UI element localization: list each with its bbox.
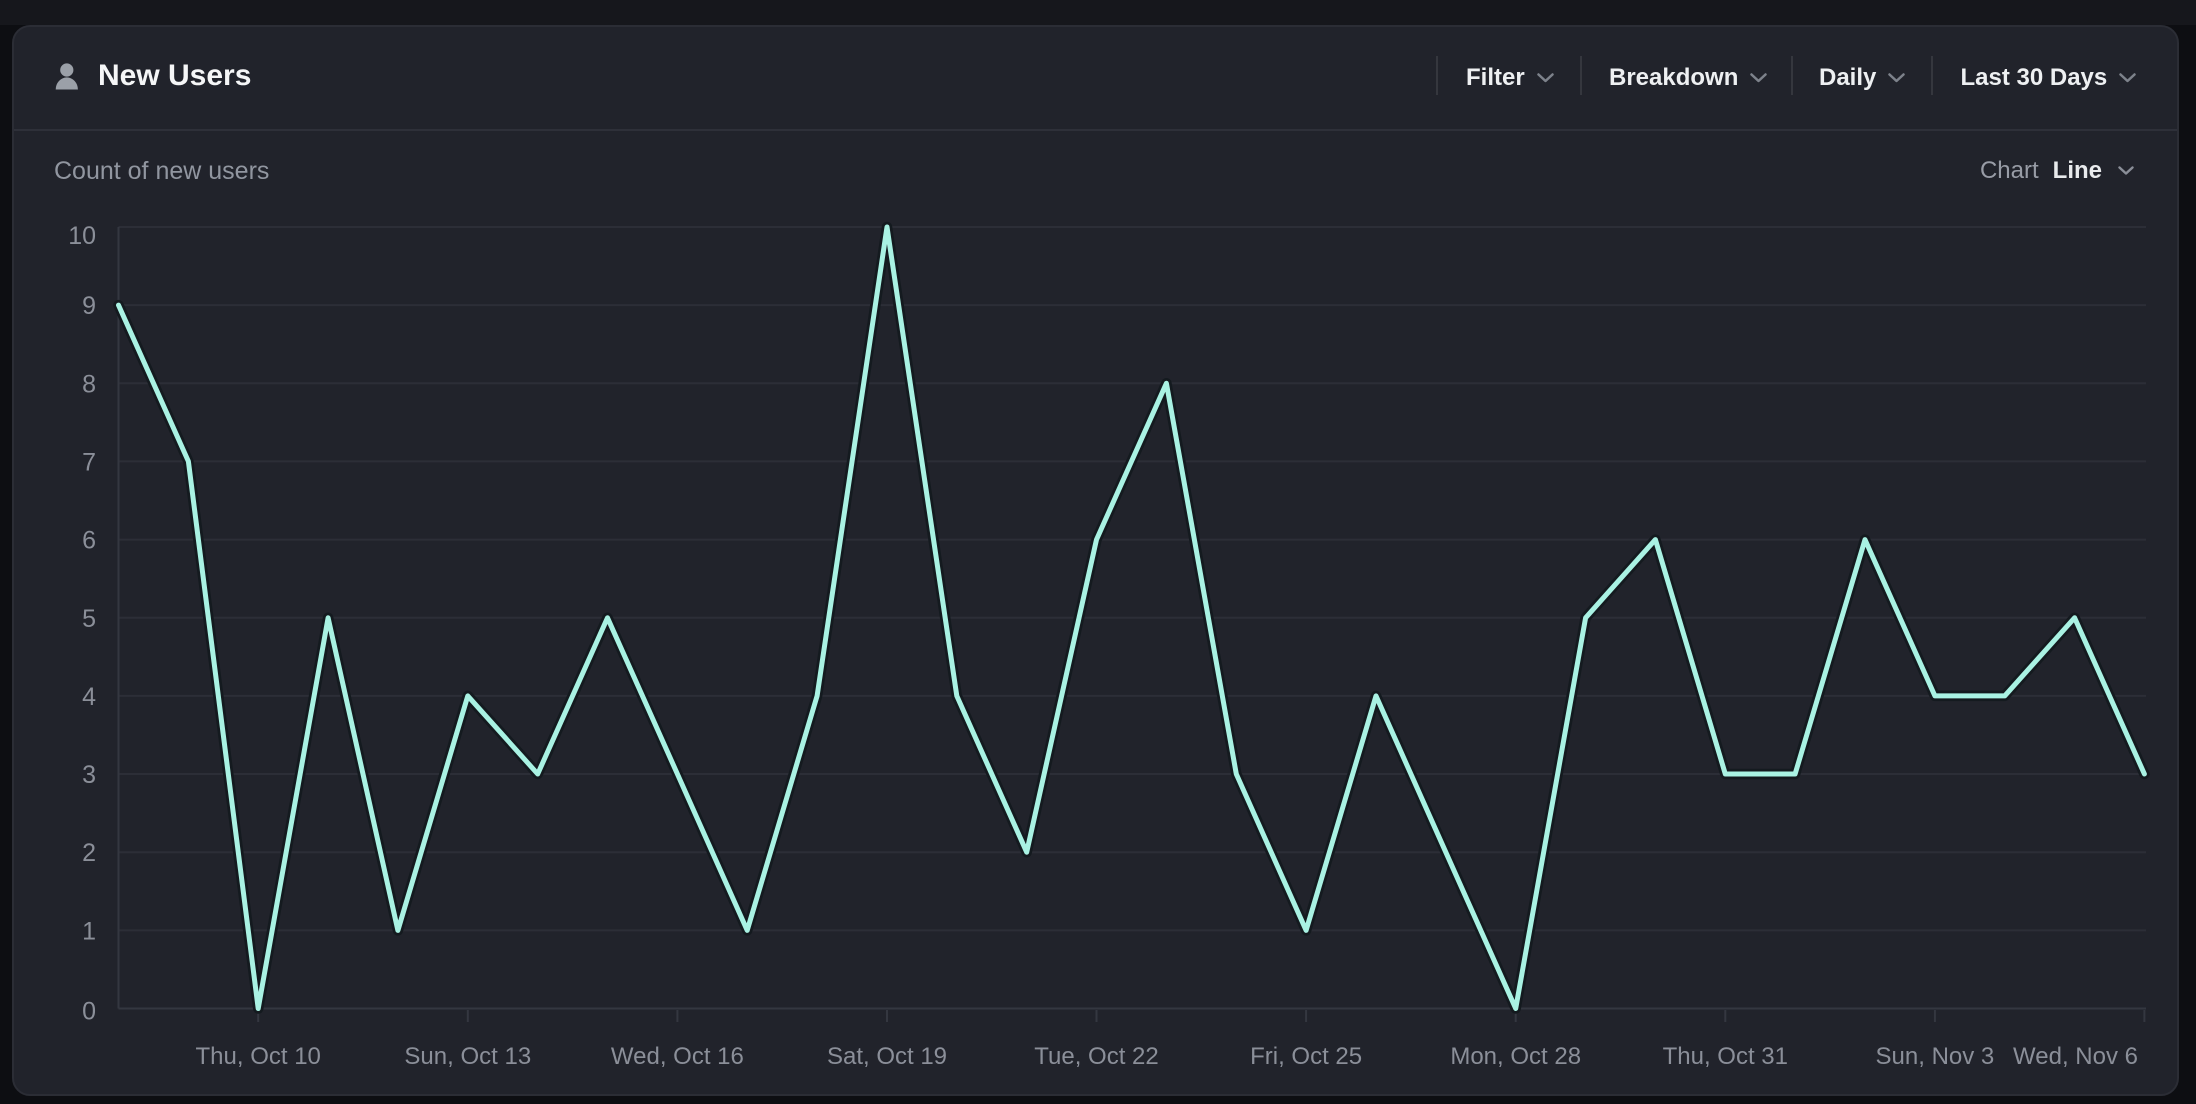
- svg-text:Sun, Nov 3: Sun, Nov 3: [1876, 1043, 1995, 1070]
- svg-text:7: 7: [82, 448, 96, 476]
- svg-text:6: 6: [82, 527, 96, 555]
- svg-text:Mon, Oct 28: Mon, Oct 28: [1450, 1043, 1581, 1070]
- svg-text:0: 0: [82, 998, 96, 1026]
- svg-text:8: 8: [82, 370, 96, 398]
- svg-text:Thu, Oct 31: Thu, Oct 31: [1663, 1043, 1788, 1070]
- svg-text:5: 5: [82, 605, 96, 633]
- svg-text:9: 9: [82, 292, 96, 320]
- svg-text:3: 3: [82, 761, 96, 789]
- svg-text:Fri, Oct 25: Fri, Oct 25: [1250, 1043, 1362, 1070]
- svg-text:1: 1: [82, 917, 96, 945]
- svg-text:Sat, Oct 19: Sat, Oct 19: [827, 1043, 947, 1070]
- svg-text:Wed, Oct 16: Wed, Oct 16: [611, 1043, 744, 1070]
- svg-text:Thu, Oct 10: Thu, Oct 10: [196, 1043, 321, 1070]
- svg-text:Wed, Nov 6: Wed, Nov 6: [2013, 1043, 2138, 1070]
- svg-text:2: 2: [82, 839, 96, 867]
- svg-text:Sun, Oct 13: Sun, Oct 13: [404, 1043, 531, 1070]
- svg-text:4: 4: [82, 683, 96, 711]
- svg-text:10: 10: [68, 222, 96, 250]
- svg-text:Tue, Oct 22: Tue, Oct 22: [1034, 1043, 1159, 1070]
